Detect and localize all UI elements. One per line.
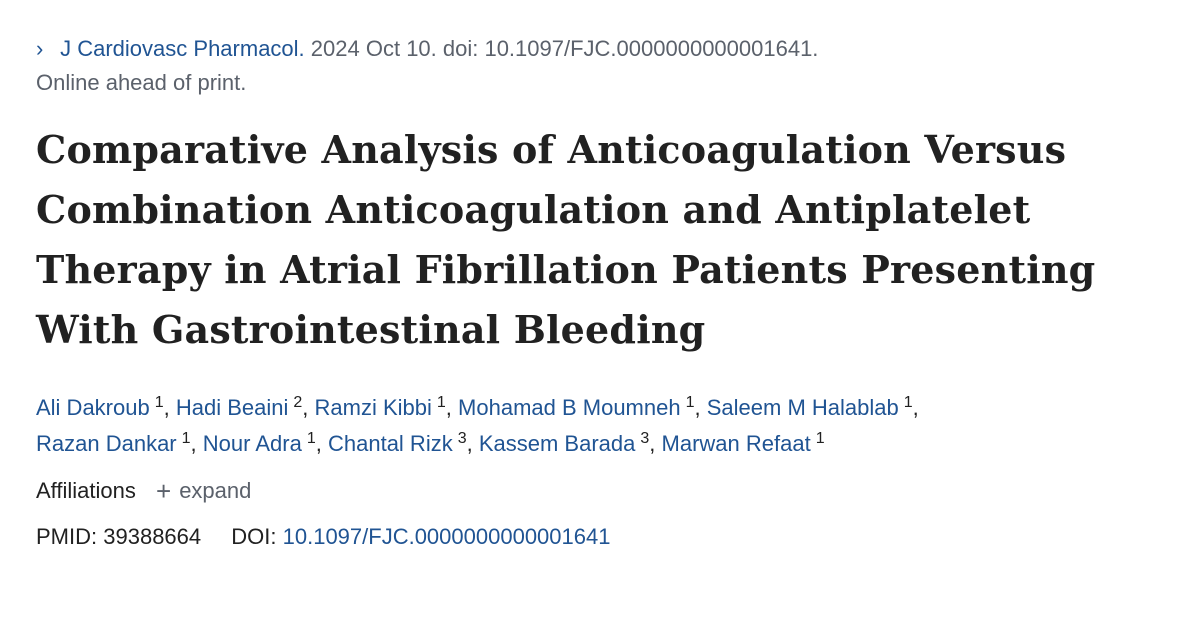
author-item: Chantal Rizk 3, <box>327 430 479 457</box>
expand-label: expand <box>179 478 252 503</box>
chevron-right-icon[interactable]: › <box>36 36 44 61</box>
author-item: Kassem Barada 3, <box>478 430 662 457</box>
publication-status: Online ahead of print. <box>36 70 247 95</box>
citation-block: › J Cardiovasc Pharmacol. 2024 Oct 10. d… <box>36 32 1176 100</box>
affiliations-label: Affiliations <box>36 478 136 503</box>
author-link[interactable]: Mohamad B Moumneh <box>458 395 681 420</box>
journal-link[interactable]: J Cardiovasc Pharmacol. <box>60 36 305 61</box>
pmid-label: PMID: <box>36 524 98 549</box>
affiliation-ref[interactable]: 1 <box>436 394 446 411</box>
doi-link[interactable]: 10.1097/FJC.0000000000001641 <box>282 524 611 549</box>
author-item: Hadi Beaini 2, <box>175 394 315 421</box>
affiliation-ref[interactable]: 3 <box>457 430 467 447</box>
author-list: Ali Dakroub 1, Hadi Beaini 2, Ramzi Kibbi 1… <box>36 390 1176 462</box>
citation-details: 2024 Oct 10. doi: 10.1097/FJC.0000000000… <box>310 36 819 61</box>
affiliations-row: Affiliations + expand <box>36 474 1176 508</box>
author-link[interactable]: Ramzi Kibbi <box>314 395 432 420</box>
author-link[interactable]: Chantal Rizk <box>327 431 453 456</box>
author-item: Saleem M Halablab 1, <box>706 394 919 421</box>
author-link[interactable]: Kassem Barada <box>478 431 636 456</box>
affiliation-ref[interactable]: 1 <box>685 394 695 411</box>
author-item: Ali Dakroub 1, <box>36 394 176 421</box>
doi-label: DOI: <box>231 524 277 549</box>
author-item: Mohamad B Moumneh 1, <box>458 394 707 421</box>
pmid-value: 39388664 <box>103 524 202 549</box>
author-link[interactable]: Razan Dankar <box>36 431 177 456</box>
affiliation-ref[interactable]: 1 <box>903 394 913 411</box>
affiliation-ref[interactable]: 3 <box>640 430 650 447</box>
author-item: Nour Adra 1, <box>202 430 328 457</box>
author-link[interactable]: Hadi Beaini <box>175 395 289 420</box>
affiliation-ref[interactable]: 1 <box>181 430 191 447</box>
author-link[interactable]: Marwan Refaat <box>661 431 811 456</box>
affiliation-ref[interactable]: 2 <box>293 394 303 411</box>
article-title: Comparative Analysis of Anticoagulation … <box>36 127 1096 352</box>
affiliation-ref[interactable]: 1 <box>154 394 164 411</box>
author-item: Razan Dankar 1, <box>36 430 203 457</box>
article-header: › J Cardiovasc Pharmacol. 2024 Oct 10. d… <box>36 32 1176 554</box>
author-link[interactable]: Nour Adra <box>202 431 302 456</box>
author-link[interactable]: Saleem M Halablab <box>706 395 899 420</box>
identifiers-row: PMID: 39388664 DOI: 10.1097/FJC.00000000… <box>36 520 1176 554</box>
affiliation-ref[interactable]: 1 <box>815 430 825 447</box>
plus-icon: + <box>156 476 172 506</box>
author-item: Ramzi Kibbi 1, <box>314 394 459 421</box>
expand-affiliations-button[interactable]: + expand <box>156 476 252 506</box>
author-item: Marwan Refaat 1 <box>661 430 825 457</box>
affiliation-ref[interactable]: 1 <box>306 430 316 447</box>
author-link[interactable]: Ali Dakroub <box>36 395 150 420</box>
